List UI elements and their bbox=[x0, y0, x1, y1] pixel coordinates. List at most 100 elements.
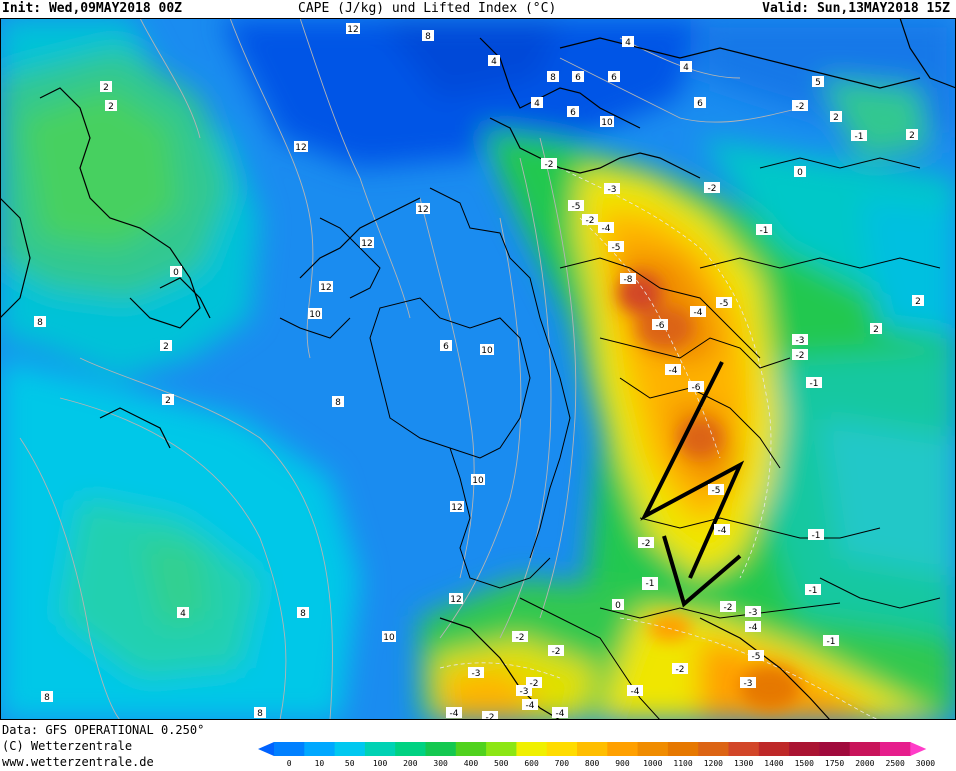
label-8-a: 8 bbox=[422, 30, 434, 42]
svg-text:-4: -4 bbox=[602, 224, 611, 234]
svg-text:2: 2 bbox=[833, 113, 839, 123]
svg-text:8: 8 bbox=[425, 32, 431, 42]
svg-text:-2: -2 bbox=[724, 603, 733, 613]
label-12-g: 12 bbox=[449, 593, 463, 605]
svg-text:0: 0 bbox=[173, 268, 179, 278]
svg-text:-4: -4 bbox=[718, 526, 727, 536]
svg-text:6: 6 bbox=[611, 73, 617, 83]
svg-text:12: 12 bbox=[320, 283, 331, 293]
svg-text:8: 8 bbox=[257, 709, 263, 719]
svg-text:10: 10 bbox=[481, 346, 493, 356]
svg-text:2: 2 bbox=[108, 102, 114, 112]
label-8-e: 8 bbox=[41, 691, 53, 703]
label-10-a: 10 bbox=[308, 308, 322, 320]
color-bar-segment bbox=[698, 742, 729, 756]
label-neg-18: -1 bbox=[851, 130, 867, 142]
label-neg-10: -4 bbox=[690, 306, 706, 318]
label-neg-30: -2 bbox=[548, 645, 564, 657]
svg-text:-4: -4 bbox=[526, 701, 535, 711]
label-neg-8: -6 bbox=[652, 319, 668, 331]
label-6-e: 6 bbox=[440, 340, 452, 352]
svg-text:5: 5 bbox=[815, 78, 821, 88]
label-8-f: 8 bbox=[547, 71, 559, 83]
svg-text:12: 12 bbox=[361, 239, 372, 249]
color-bar-tick-label: 2500 bbox=[885, 759, 905, 768]
svg-text:12: 12 bbox=[347, 25, 358, 35]
svg-text:4: 4 bbox=[491, 57, 497, 67]
label-neg-33: -4 bbox=[446, 707, 462, 719]
svg-text:-2: -2 bbox=[530, 679, 539, 689]
color-bar-tick-label: 900 bbox=[615, 759, 630, 768]
label-4-d: 4 bbox=[531, 97, 543, 109]
color-bar-segment bbox=[637, 742, 669, 756]
label-neg-32: -3 bbox=[516, 685, 532, 697]
label-neg-34: -2 bbox=[482, 711, 498, 720]
color-bar-tick-label: 1400 bbox=[764, 759, 784, 768]
color-bar-segment bbox=[789, 742, 820, 756]
color-bar-tick-label: 200 bbox=[403, 759, 418, 768]
label-8-b: 8 bbox=[34, 316, 46, 328]
label-neg-15: -2 bbox=[638, 537, 654, 549]
label-5-a: 5 bbox=[812, 76, 824, 88]
svg-text:12: 12 bbox=[417, 205, 428, 215]
color-bar-tick-label: 1200 bbox=[703, 759, 723, 768]
color-bar-segment bbox=[758, 742, 790, 756]
label-neg-28: -4 bbox=[627, 685, 643, 697]
svg-text:8: 8 bbox=[44, 693, 50, 703]
map-canvas: 12 8 4 2 2 12 12 12 12 10 0 8 2 2 10 8 1… bbox=[0, 18, 956, 720]
svg-text:-4: -4 bbox=[631, 687, 640, 697]
svg-text:-2: -2 bbox=[545, 160, 554, 170]
label-2-f: 2 bbox=[912, 295, 924, 307]
li-dashed-contours bbox=[439, 167, 881, 720]
color-bar-tick-label: 1000 bbox=[643, 759, 663, 768]
label-neg-42: -2 bbox=[792, 100, 808, 112]
color-bar-tick-label: 500 bbox=[494, 759, 509, 768]
copyright: (C) Wetterzentrale bbox=[2, 739, 133, 753]
label-neg-29: -2 bbox=[672, 663, 688, 675]
svg-text:-1: -1 bbox=[812, 531, 821, 541]
svg-text:8: 8 bbox=[550, 73, 556, 83]
svg-text:-1: -1 bbox=[809, 586, 818, 596]
label-0-c: 0 bbox=[612, 599, 624, 611]
label-neg-5: -4 bbox=[598, 222, 614, 234]
label-neg-6: -5 bbox=[608, 241, 624, 253]
weather-map: 12 8 4 2 2 12 12 12 12 10 0 8 2 2 10 8 1… bbox=[0, 18, 956, 720]
label-0-a: 0 bbox=[170, 266, 182, 278]
svg-text:-3: -3 bbox=[608, 185, 617, 195]
color-bar-segment bbox=[395, 742, 426, 756]
color-bar-tick-label: 50 bbox=[344, 759, 355, 768]
label-6-c: 6 bbox=[567, 106, 579, 118]
color-bar-segment bbox=[607, 742, 639, 756]
label-neg-12: -6 bbox=[688, 381, 704, 393]
color-bar-tick-label: 700 bbox=[554, 759, 570, 768]
svg-text:-4: -4 bbox=[694, 308, 703, 318]
label-6-b: 6 bbox=[608, 71, 620, 83]
svg-text:-6: -6 bbox=[692, 383, 701, 393]
color-bar-tick-label: 400 bbox=[463, 759, 479, 768]
svg-text:-3: -3 bbox=[520, 687, 529, 697]
contour-lines bbox=[19, 18, 801, 720]
label-neg-1: -2 bbox=[541, 158, 557, 170]
color-bar-tick-label: 1750 bbox=[824, 759, 845, 768]
svg-text:-2: -2 bbox=[552, 647, 561, 657]
annotation-arrow bbox=[640, 361, 745, 608]
svg-text:6: 6 bbox=[697, 99, 703, 109]
color-bar-segment bbox=[728, 742, 760, 756]
svg-text:2: 2 bbox=[915, 297, 921, 307]
label-neg-20: -2 bbox=[792, 349, 808, 361]
svg-text:-5: -5 bbox=[712, 486, 721, 496]
color-bar-tick-label: 10 bbox=[314, 759, 325, 768]
label-neg-37: -1 bbox=[805, 584, 821, 596]
svg-text:12: 12 bbox=[450, 595, 461, 605]
label-4-a: 4 bbox=[488, 55, 500, 67]
svg-text:-1: -1 bbox=[810, 379, 819, 389]
svg-text:-2: -2 bbox=[516, 633, 525, 643]
svg-text:-2: -2 bbox=[796, 351, 805, 361]
svg-text:-1: -1 bbox=[827, 637, 836, 647]
color-bar-labels: 0 10 50 100 200 300 400 500 600 700 800 900 1000 1100… bbox=[258, 759, 956, 771]
color-bar-segment bbox=[667, 742, 699, 756]
color-bar-right-arrow bbox=[910, 742, 927, 756]
svg-text:2: 2 bbox=[909, 131, 915, 141]
svg-text:4: 4 bbox=[625, 38, 631, 48]
color-bar-segment bbox=[364, 742, 396, 756]
